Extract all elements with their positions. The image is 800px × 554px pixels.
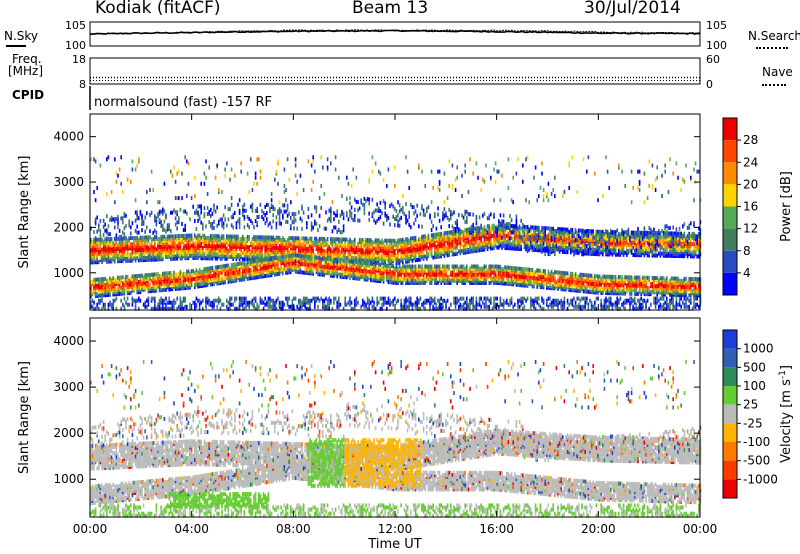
ytick-label: 3000 <box>53 380 84 394</box>
ytick-label: 4000 <box>53 334 84 348</box>
ytick-label: 3000 <box>53 175 84 189</box>
velocity-colorbar-segment <box>723 460 737 480</box>
xtick-label: 12:00 <box>378 522 413 536</box>
velocity-colorbar-label: 500 <box>743 360 766 374</box>
power-colorbar-segment <box>723 184 737 207</box>
noise-tick-bottom: 100 <box>65 39 86 52</box>
noise-tick-top-right: 105 <box>706 19 727 32</box>
nave-tick-top: 60 <box>706 53 720 66</box>
power-colorbar-label: 24 <box>743 155 758 169</box>
date-title: 30/Jul/2014 <box>584 0 681 18</box>
velocity-colorbar-segment <box>723 404 737 424</box>
noise-tick-bottom-right: 100 <box>706 39 727 52</box>
power-colorbar-label: 16 <box>743 200 758 214</box>
velocity-colorbar-label: 1000 <box>743 342 774 356</box>
power-colorbar-segment <box>723 272 737 295</box>
nsky-legend-line <box>6 45 26 47</box>
cpid-label: CPID <box>12 88 45 102</box>
velocity-colorbar-segment <box>723 348 737 368</box>
power-colorbar-segment <box>723 228 737 251</box>
power-plot-area <box>90 155 702 311</box>
freq-unit-label: [MHz] <box>8 64 44 78</box>
xtick-label: 04:00 <box>174 522 209 536</box>
noise-line-nsky <box>89 29 701 36</box>
ytick-label: 2000 <box>53 220 84 234</box>
xaxis-label: Time UT <box>367 537 421 552</box>
power-colorbar-label: 12 <box>743 222 758 236</box>
velocity-colorbar-label: -500 <box>743 454 770 468</box>
velocity-colorbar-label: 25 <box>743 398 758 412</box>
xtick-label: 20:00 <box>581 522 616 536</box>
noise-panel-frame <box>89 21 701 47</box>
ytick-label: 1000 <box>53 472 84 486</box>
velocity-colorbar-label: 100 <box>743 379 766 393</box>
beam-title: Beam 13 <box>352 0 429 18</box>
ytick-label: 1000 <box>53 266 84 280</box>
velocity-colorbar-title: Velocity [m s-1] <box>778 365 794 463</box>
velocity-colorbar-segment <box>723 479 737 498</box>
freq-panel-frame <box>89 57 701 85</box>
freq-tick-top: 18 <box>72 53 86 66</box>
velocity-colorbar-segment <box>723 423 737 442</box>
power-colorbar-label: 20 <box>743 177 758 191</box>
nave-label: Nave <box>762 65 793 79</box>
velocity-plot-area <box>90 359 702 518</box>
xtick-label: 08:00 <box>276 522 311 536</box>
velocity-colorbar-segment <box>723 330 737 349</box>
power-colorbar-segment <box>723 162 737 185</box>
xtick-label: 00:00 <box>683 522 718 536</box>
velocity-colorbar-label: -100 <box>743 435 770 449</box>
noise-line-nsearch <box>90 29 700 35</box>
station-title: Kodiak (fitACF) <box>95 0 221 18</box>
power-colorbar-label: 8 <box>743 244 751 258</box>
nave-tick-bottom: 0 <box>706 78 713 91</box>
velocity-colorbar-segment <box>723 367 737 386</box>
cpid-text: normalsound (fast) -157 RF <box>94 95 272 110</box>
nsearch-label: N.Search <box>748 29 800 43</box>
power-colorbar-segment <box>723 206 737 229</box>
power-colorbar-segment <box>723 140 737 163</box>
freq-label: Freq. <box>12 52 42 66</box>
yaxis-label: Slant Range [km] <box>17 156 32 269</box>
freq-tick-bottom: 8 <box>79 78 86 91</box>
power-colorbar-segment <box>723 118 737 141</box>
velocity-colorbar-segment <box>723 442 737 461</box>
nsearch-legend-dots <box>756 47 788 49</box>
power-colorbar-label: 28 <box>743 133 758 147</box>
ytick-label: 4000 <box>53 130 84 144</box>
xtick-label: 00:00 <box>73 522 108 536</box>
power-colorbar-label: 4 <box>743 266 751 280</box>
velocity-colorbar-label: -25 <box>743 416 763 430</box>
yaxis-label: Slant Range [km] <box>17 361 32 474</box>
nave-legend-dots <box>762 84 786 86</box>
ytick-label: 2000 <box>53 426 84 440</box>
nsky-label: N.Sky <box>4 29 39 43</box>
xtick-label: 16:00 <box>479 522 514 536</box>
power-colorbar-title: Power [dB] <box>779 171 794 242</box>
velocity-colorbar-label: -1000 <box>743 472 778 486</box>
power-colorbar-segment <box>723 250 737 273</box>
noise-tick-top: 105 <box>65 19 86 32</box>
velocity-colorbar-segment <box>723 386 737 405</box>
velocity-colorbar-frame <box>722 329 738 499</box>
